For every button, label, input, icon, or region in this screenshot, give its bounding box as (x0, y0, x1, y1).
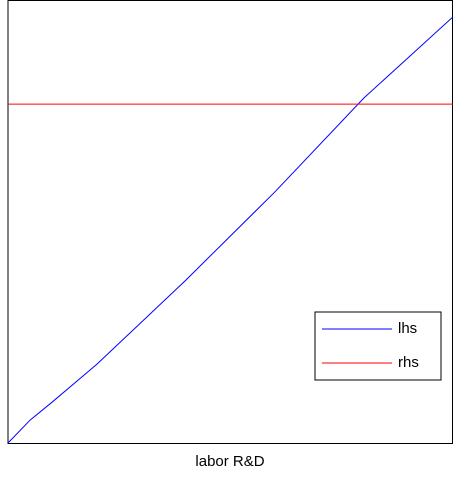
x-axis-label: labor R&D (195, 453, 264, 470)
data-line (7, 16, 453, 444)
legend-label: rhs (398, 354, 419, 371)
legend-box (314, 311, 442, 381)
legend-label: lhs (398, 320, 417, 337)
